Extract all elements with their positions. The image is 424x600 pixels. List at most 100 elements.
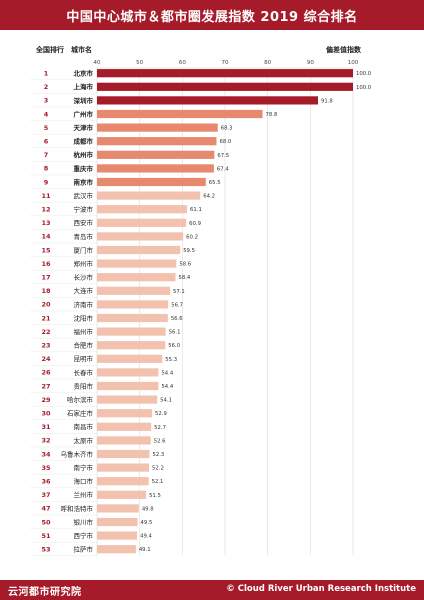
city-label: 拉萨市 [74,545,94,554]
bar-21 [97,341,166,350]
city-label: 成都市 [74,137,94,146]
bar-32 [97,490,147,499]
rank-label: 13 [41,219,50,227]
rank-label: 35 [41,464,51,472]
value-label: 64.2 [203,194,215,200]
bar-9 [97,177,206,187]
value-label: 56.6 [171,316,183,322]
city-label: 海口市 [74,477,94,486]
city-label: 合肥市 [74,341,94,350]
rank-label: 1 [44,70,49,78]
rank-label: 37 [41,491,50,499]
value-label: 52.3 [152,452,164,458]
city-label: 深圳市 [74,96,94,105]
rank-label: 27 [41,382,50,390]
bar-13 [97,232,184,241]
bar-5 [97,123,218,132]
bar-18 [97,300,169,309]
city-label: 西宁市 [74,531,94,540]
bar-1 [97,69,353,78]
x-tick-label: 40 [94,60,101,66]
city-label: 厦门市 [74,245,94,254]
rank-label: 23 [41,342,50,350]
city-label: 长春市 [74,368,94,377]
rank-label: 26 [41,369,51,377]
value-label: 91.8 [321,98,333,104]
value-label: 57.1 [173,289,185,295]
rank-label: 47 [41,505,50,513]
city-label: 广州市 [74,109,94,118]
value-label: 55.3 [165,357,177,363]
x-tick-label: 70 [222,60,229,66]
value-label: 51.5 [149,493,161,499]
bar-17 [97,286,170,295]
x-tick-label: 50 [136,60,143,66]
institute-name: 云河都市研究院 [8,587,82,598]
footer-banner: 云河都市研究院 © Cloud River Urban Research Ins… [0,580,424,600]
bar-12 [97,218,187,227]
rank-label: 14 [41,233,51,241]
value-label: 56.0 [168,343,180,349]
bar-33 [97,504,139,513]
bar-20 [97,327,166,336]
rank-label: 17 [41,274,50,282]
value-label: 68.3 [221,126,233,132]
rank-label: 9 [44,178,49,186]
rank-label: 31 [41,423,51,431]
city-label: 南宁市 [74,463,94,472]
value-label: 49.5 [141,520,153,526]
value-label: 49.1 [139,547,151,553]
rank-label: 7 [44,151,49,159]
rank-label: 11 [41,192,51,200]
value-label: 78.8 [266,112,278,118]
city-label: 杭州市 [74,150,94,159]
value-label: 49.4 [140,534,152,540]
rank-label: 5 [44,124,49,132]
rank-column-header: 全国排行 [36,46,64,54]
rank-label: 4 [44,110,49,118]
value-label: 58.4 [179,275,191,281]
value-label: 67.5 [217,153,229,159]
bar-4 [97,109,263,119]
city-label: 南昌市 [74,422,94,431]
city-label: 重庆市 [74,164,94,173]
bar-10 [97,191,201,200]
bar-8 [97,164,214,173]
value-label: 67.4 [217,166,229,172]
bar-23 [97,368,159,377]
city-label: 银川市 [74,517,94,526]
city-label: 长沙市 [74,273,94,282]
city-label: 大连市 [74,286,94,295]
value-label: 59.5 [183,248,195,254]
rank-label: 3 [44,97,49,105]
city-label: 上海市 [74,82,94,91]
value-label: 52.1 [152,479,164,485]
bar-28 [97,436,151,445]
rank-label: 51 [41,532,51,540]
city-label: 哈尔滨市 [67,395,94,404]
rank-label: 18 [41,287,51,295]
value-label: 54.1 [160,398,172,404]
bar-7 [97,150,215,159]
city-label: 石家庄市 [67,409,94,418]
bar-34 [97,517,138,527]
rank-label: 21 [41,314,51,322]
city-label: 贵阳市 [74,381,94,390]
rank-label: 2 [44,83,49,91]
bar-6 [97,137,217,146]
x-tick-label: 100 [348,60,359,66]
bar-29 [97,449,150,459]
rank-label: 29 [41,396,51,404]
rank-label: 8 [44,165,49,173]
bar-3 [97,96,319,105]
rank-label: 30 [41,410,51,418]
bar-14 [97,245,181,255]
value-label: 52.2 [152,466,164,472]
rank-label: 6 [44,138,49,146]
value-label: 49.8 [142,506,154,512]
city-label: 沈阳市 [74,313,94,322]
value-label: 54.4 [161,384,173,390]
city-label: 呼和浩特市 [61,504,94,513]
rank-label: 50 [41,518,51,526]
